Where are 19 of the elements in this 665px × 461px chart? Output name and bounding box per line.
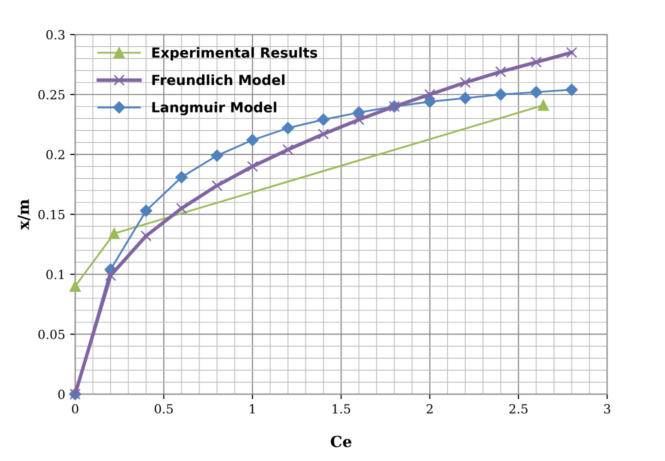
y-tick-label: 0.2 [46, 150, 64, 160]
legend-label: Langmuir Model [152, 102, 276, 116]
y-tick-label: 0.3 [46, 30, 64, 40]
x-tick-label: 2.5 [509, 404, 528, 414]
y-tick-label: 0.25 [38, 90, 64, 100]
y-tick-label: 0.05 [38, 330, 64, 340]
y-axis-title: x/m [18, 199, 30, 230]
y-tick-label: 0.15 [38, 210, 64, 220]
x-tick-label: 1 [250, 404, 255, 414]
legend-label: Experimental Results [152, 47, 318, 61]
x-tick-label: 1.5 [332, 404, 350, 414]
legend-label: Freundlich Model [152, 74, 284, 86]
y-tick-label: 0 [58, 390, 65, 400]
x-tick-label: 2 [426, 404, 433, 414]
x-tick-label: 0.5 [154, 404, 173, 414]
x-tick-label: 0 [72, 404, 78, 414]
x-tick-label: 3 [604, 404, 610, 414]
y-tick-label: 0.1 [46, 270, 64, 280]
x-axis-title: Ce [330, 436, 352, 448]
